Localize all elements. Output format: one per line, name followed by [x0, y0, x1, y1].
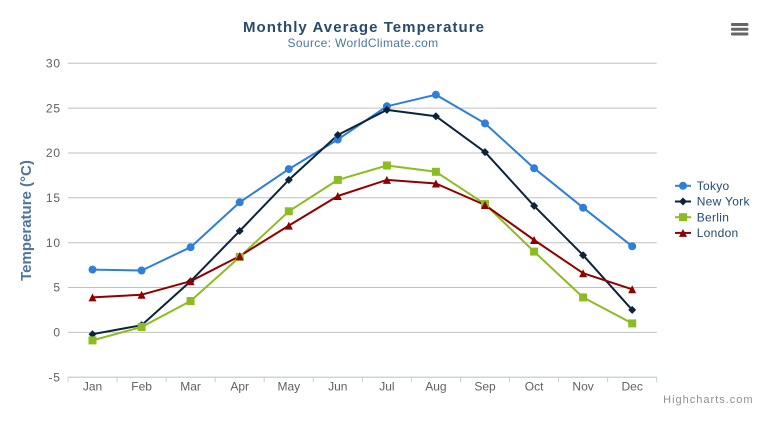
svg-text:25: 25 — [46, 101, 61, 115]
svg-text:Jun: Jun — [328, 380, 347, 394]
svg-text:Highcharts.com: Highcharts.com — [663, 394, 753, 406]
svg-text:30: 30 — [46, 57, 61, 71]
svg-text:Jan: Jan — [83, 380, 102, 394]
svg-text:Sep: Sep — [474, 380, 496, 394]
svg-text:Mar: Mar — [180, 380, 201, 394]
svg-text:15: 15 — [46, 191, 61, 205]
svg-text:London: London — [697, 226, 739, 240]
svg-text:May: May — [277, 380, 300, 394]
svg-text:Aug: Aug — [425, 380, 446, 394]
svg-text:0: 0 — [53, 326, 60, 340]
svg-text:10: 10 — [46, 236, 61, 250]
svg-text:-5: -5 — [49, 370, 61, 384]
svg-text:Feb: Feb — [131, 380, 152, 394]
svg-text:New York: New York — [697, 195, 751, 209]
svg-text:5: 5 — [53, 281, 60, 295]
svg-text:20: 20 — [46, 146, 61, 160]
svg-text:Temperature (°C): Temperature (°C) — [18, 160, 35, 281]
svg-text:Tokyo: Tokyo — [697, 179, 730, 193]
svg-text:Monthly Average Temperature: Monthly Average Temperature — [243, 19, 485, 36]
svg-text:Oct: Oct — [525, 380, 544, 394]
svg-text:Berlin: Berlin — [697, 210, 729, 224]
svg-text:Dec: Dec — [622, 380, 643, 394]
svg-text:Apr: Apr — [230, 380, 249, 394]
svg-text:Nov: Nov — [572, 380, 593, 394]
svg-text:Jul: Jul — [379, 380, 394, 394]
svg-text:Source: WorldClimate.com: Source: WorldClimate.com — [288, 36, 439, 50]
